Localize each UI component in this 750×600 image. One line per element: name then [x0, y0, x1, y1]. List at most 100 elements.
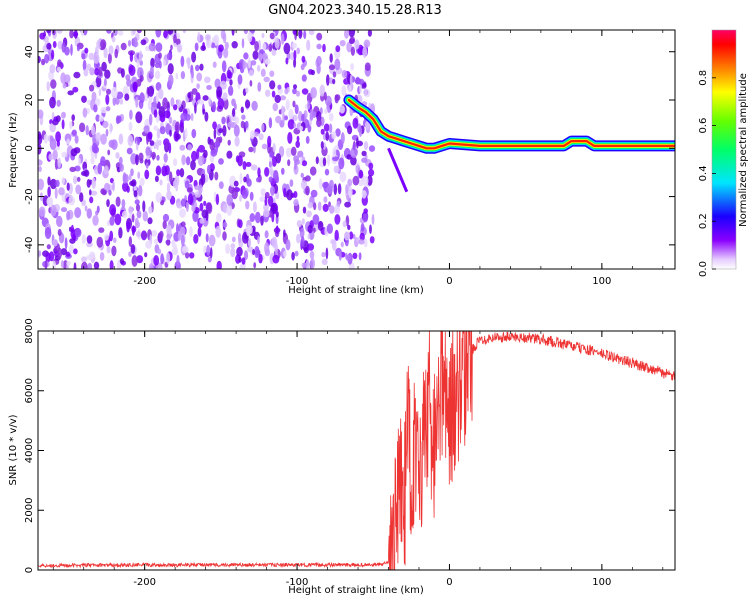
noise-blob [310, 189, 318, 198]
noise-blob [303, 30, 307, 39]
x-tick-label: 0 [446, 577, 452, 588]
noise-blob [225, 243, 231, 255]
noise-blob [247, 31, 253, 43]
noise-blob [130, 168, 134, 177]
noise-blob [241, 257, 246, 265]
noise-blob [191, 51, 197, 63]
noise-blob [333, 183, 338, 196]
noise-blob [221, 116, 226, 125]
noise-blob [147, 131, 153, 140]
noise-blob [301, 55, 306, 63]
noise-blob [245, 99, 251, 109]
noise-blob [73, 262, 77, 269]
noise-blob [267, 195, 274, 207]
x-tick-label: 0 [446, 276, 452, 287]
noise-blob [166, 239, 171, 246]
noise-blob [275, 153, 282, 164]
noise-blob [144, 252, 148, 258]
noise-blob [136, 210, 142, 219]
noise-blob [182, 30, 187, 34]
noise-blob [328, 64, 336, 71]
noise-blob [168, 116, 173, 124]
noise-blob [184, 128, 188, 139]
noise-blob [142, 210, 148, 222]
noise-blob [106, 30, 112, 34]
noise-blob [89, 67, 95, 76]
noise-blob [127, 134, 134, 147]
noise-blob [132, 30, 136, 35]
noise-blob [137, 171, 141, 179]
noise-blob [221, 60, 227, 73]
noise-blob [203, 245, 207, 255]
noise-blob [271, 49, 277, 56]
noise-blob [346, 154, 352, 160]
noise-blob [202, 95, 209, 101]
noise-blob [352, 175, 360, 186]
noise-blob [198, 144, 205, 153]
noise-blob [261, 123, 265, 132]
noise-blob [119, 258, 124, 265]
noise-blob [340, 241, 344, 248]
noise-blob [331, 131, 337, 140]
noise-blob [251, 100, 258, 111]
noise-blob [101, 61, 107, 72]
noise-blob [158, 88, 164, 100]
noise-blob [103, 47, 108, 59]
noise-blob [226, 150, 233, 159]
noise-blob [51, 49, 55, 60]
noise-blob [75, 184, 82, 195]
noise-blob [61, 177, 65, 185]
noise-blob [38, 55, 41, 64]
noise-blob [163, 153, 168, 163]
noise-blob [291, 251, 295, 261]
noise-blob [173, 34, 177, 44]
noise-blob [133, 185, 137, 192]
noise-blob [105, 106, 111, 112]
noise-blob [177, 230, 182, 241]
noise-blob [62, 83, 67, 89]
noise-blob [115, 152, 120, 159]
noise-blob [274, 94, 281, 104]
noise-blob [148, 206, 153, 214]
noise-blob [56, 99, 61, 107]
noise-blob [301, 88, 309, 95]
noise-blob [301, 160, 308, 167]
noise-blob [218, 181, 224, 190]
noise-blob [264, 248, 271, 257]
noise-blob [230, 247, 236, 258]
noise-blob [264, 191, 270, 199]
noise-blob [292, 100, 296, 108]
noise-blob [323, 91, 327, 101]
noise-blob [135, 154, 139, 166]
noise-blob [191, 128, 197, 139]
noise-blob [149, 113, 153, 126]
noise-blob [60, 260, 64, 268]
noise-blob [101, 189, 107, 196]
noise-blob [98, 227, 105, 233]
colorbar-tick-label: 0.6 [698, 118, 709, 134]
noise-blob [305, 135, 310, 144]
noise-blob [143, 92, 148, 102]
noise-blob [168, 142, 172, 154]
noise-blob [82, 107, 88, 118]
noise-blob [138, 99, 144, 110]
noise-blob [175, 38, 181, 46]
noise-blob [230, 243, 236, 249]
noise-blob [299, 156, 303, 166]
noise-blob [85, 125, 89, 136]
noise-blob [226, 69, 232, 79]
noise-blob [245, 162, 252, 167]
noise-blob [38, 148, 41, 154]
noise-blob [222, 231, 227, 241]
noise-blob [186, 187, 193, 193]
noise-blob [287, 132, 293, 144]
noise-blob [360, 223, 365, 232]
noise-blob [165, 252, 171, 264]
snr-x-axis-label: Height of straight line (km) [288, 585, 424, 596]
noise-blob [66, 182, 70, 191]
noise-blob [46, 42, 52, 50]
noise-blob [264, 58, 271, 65]
noise-blob [197, 227, 202, 237]
noise-blob [237, 155, 243, 167]
signal-streak [387, 147, 409, 193]
